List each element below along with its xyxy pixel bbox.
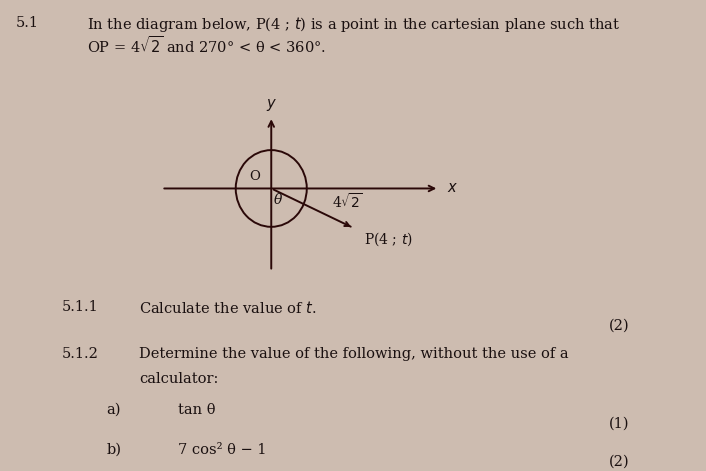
Text: 7 cos² θ − 1: 7 cos² θ − 1 (178, 443, 266, 457)
Text: In the diagram below, P(4 ; $t$) is a point in the cartesian plane such that: In the diagram below, P(4 ; $t$) is a po… (87, 15, 621, 34)
Text: tan θ: tan θ (178, 403, 215, 416)
Text: 4$\sqrt{2}$: 4$\sqrt{2}$ (332, 192, 363, 211)
Text: OP = 4$\sqrt{2}$ and 270° < θ < 360°.: OP = 4$\sqrt{2}$ and 270° < θ < 360°. (87, 35, 326, 56)
Text: Calculate the value of $t$.: Calculate the value of $t$. (139, 300, 316, 316)
Text: 5.1: 5.1 (16, 16, 39, 30)
Text: O: O (249, 170, 260, 183)
Text: (2): (2) (609, 455, 630, 469)
Text: (1): (1) (609, 416, 630, 430)
Text: b): b) (107, 443, 121, 457)
Text: $x$: $x$ (447, 181, 458, 195)
Text: $y$: $y$ (265, 97, 277, 113)
Text: P(4 ; $t$): P(4 ; $t$) (364, 231, 413, 248)
Text: a): a) (107, 403, 121, 416)
Text: calculator:: calculator: (139, 372, 218, 386)
Text: θ: θ (273, 193, 282, 207)
Text: 5.1.1: 5.1.1 (61, 300, 98, 314)
Text: Determine the value of the following, without the use of a: Determine the value of the following, wi… (139, 347, 568, 361)
Text: (2): (2) (609, 319, 630, 333)
Text: 5.1.2: 5.1.2 (61, 347, 98, 361)
